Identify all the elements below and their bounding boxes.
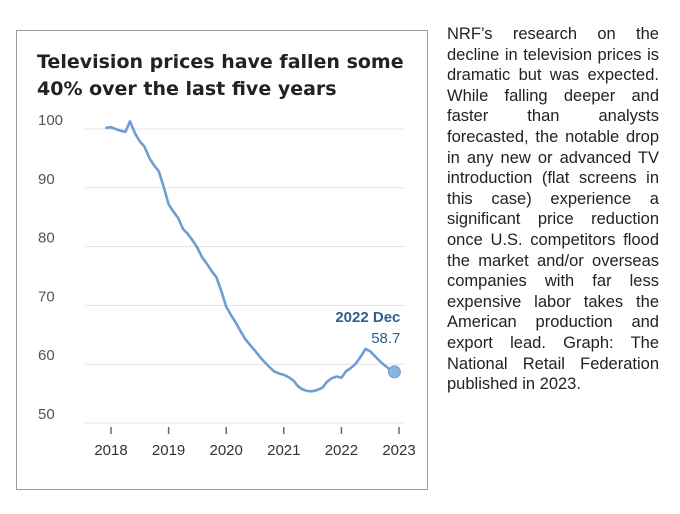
annotation-value: 58.7 <box>371 330 400 347</box>
y-tick-label: 80 <box>38 230 55 247</box>
end-point-marker <box>387 365 401 379</box>
y-tick-label: 100 <box>38 112 63 129</box>
y-tick-label: 50 <box>38 406 55 423</box>
y-tick-label: 60 <box>38 347 55 364</box>
series-line <box>105 120 396 393</box>
chart-card: Television prices have fallen some 40% o… <box>16 30 428 490</box>
x-tick-label: 2023 <box>382 442 415 459</box>
x-tick-label: 2021 <box>267 442 300 459</box>
line-chart: 100 90 80 70 60 50 2018 2019 2020 2021 2022 2023 202… <box>38 112 416 459</box>
y-tick-label: 90 <box>38 171 55 188</box>
y-tick-label: 70 <box>38 288 55 305</box>
annotation-label: 2022 Dec <box>335 309 400 326</box>
x-tick-label: 2018 <box>94 442 127 459</box>
side-note-paragraph: NRF’s research on the decline in televis… <box>447 25 659 394</box>
x-tick-label: 2020 <box>210 442 243 459</box>
x-tick-label: 2022 <box>325 442 358 459</box>
chart-title: Television prices have fallen some 40% o… <box>37 51 404 100</box>
x-tick-label: 2019 <box>152 442 185 459</box>
